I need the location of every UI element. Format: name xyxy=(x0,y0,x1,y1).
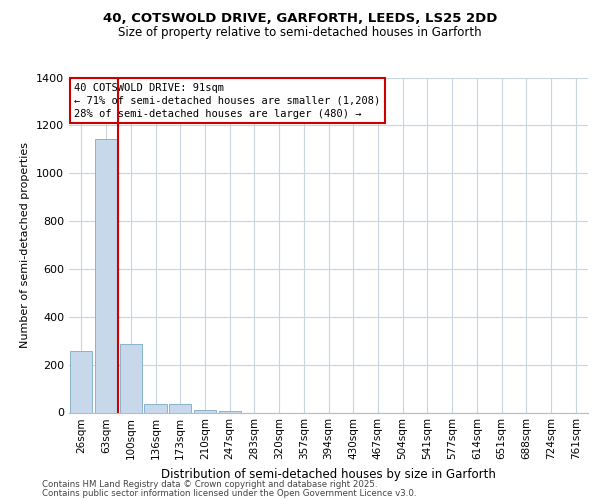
Text: 40, COTSWOLD DRIVE, GARFORTH, LEEDS, LS25 2DD: 40, COTSWOLD DRIVE, GARFORTH, LEEDS, LS2… xyxy=(103,12,497,26)
Text: Contains HM Land Registry data © Crown copyright and database right 2025.: Contains HM Land Registry data © Crown c… xyxy=(42,480,377,489)
X-axis label: Distribution of semi-detached houses by size in Garforth: Distribution of semi-detached houses by … xyxy=(161,468,496,481)
Bar xyxy=(145,404,167,412)
Bar xyxy=(70,352,92,412)
Bar xyxy=(95,138,117,412)
Text: Contains public sector information licensed under the Open Government Licence v3: Contains public sector information licen… xyxy=(42,489,416,498)
Bar xyxy=(169,404,191,412)
Text: Size of property relative to semi-detached houses in Garforth: Size of property relative to semi-detach… xyxy=(118,26,482,39)
Bar xyxy=(119,344,142,412)
Bar xyxy=(194,410,216,412)
Y-axis label: Number of semi-detached properties: Number of semi-detached properties xyxy=(20,142,31,348)
Text: 40 COTSWOLD DRIVE: 91sqm
← 71% of semi-detached houses are smaller (1,208)
28% o: 40 COTSWOLD DRIVE: 91sqm ← 71% of semi-d… xyxy=(74,82,380,119)
